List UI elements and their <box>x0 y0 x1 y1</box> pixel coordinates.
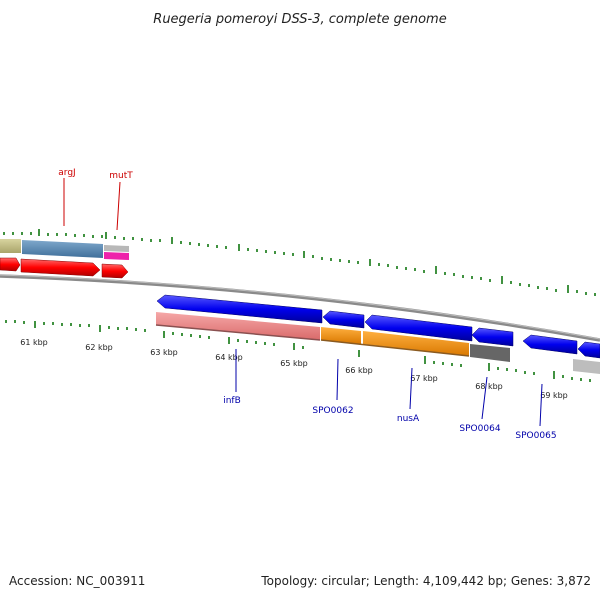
gene-label-infB[interactable]: infB <box>223 349 241 406</box>
lower-tick-row <box>5 320 591 382</box>
gene-arrow-red-1[interactable] <box>0 257 21 272</box>
gene-name-SPO0062: SPO0062 <box>312 406 353 416</box>
kbp-label-61: 61 kbp <box>20 338 48 347</box>
accession-text: Accession: NC_003911 <box>9 574 145 588</box>
gene-name-nusA: nusA <box>397 414 420 424</box>
gene-label-SPO0065[interactable]: SPO0065 <box>515 383 557 441</box>
lower-feature-blocks <box>155 312 600 374</box>
feature-block-SPO0062[interactable] <box>321 327 361 344</box>
gene-arrow-nusA[interactable] <box>364 314 473 342</box>
gene-arrow-right-edge[interactable] <box>577 341 600 359</box>
feature-block-nusA[interactable] <box>363 331 469 356</box>
gene-label-SPO0064[interactable]: SPO0064 <box>459 376 501 434</box>
genome-backbone <box>0 274 600 342</box>
gene-arrow-SPO0062[interactable] <box>322 310 365 329</box>
genome-summary-text: Topology: circular; Length: 4,109,442 bp… <box>260 574 591 588</box>
gene-name-SPO0064: SPO0064 <box>459 424 500 434</box>
gene-name-argJ: argJ <box>58 168 75 178</box>
feature-block-SPO0064[interactable] <box>470 344 510 362</box>
kbp-scale-labels: 61 kbp 62 kbp 63 kbp 64 kbp 65 kbp 66 kb… <box>20 338 568 400</box>
map-title: Ruegeria pomeroyi DSS-3, complete genome <box>153 12 446 27</box>
feature-block-infB[interactable] <box>156 312 320 340</box>
kbp-label-65: 65 kbp <box>280 359 308 368</box>
gene-block-mutT[interactable] <box>104 252 129 260</box>
upper-tick-row <box>3 229 596 296</box>
gene-arrow-SPO0064[interactable] <box>471 327 514 347</box>
gene-label-nusA[interactable]: nusA <box>397 367 420 424</box>
gene-label-mutT[interactable]: mutT <box>109 171 133 231</box>
gene-arrow-red-3[interactable] <box>101 263 129 279</box>
kbp-label-67: 67 kbp <box>410 374 438 383</box>
gene-name-SPO0065: SPO0065 <box>515 431 556 441</box>
gene-name-mutT: mutT <box>109 171 133 181</box>
gene-label-SPO0062[interactable]: SPO0062 <box>312 358 354 416</box>
kbp-label-68: 68 kbp <box>475 382 503 391</box>
gene-name-infB: infB <box>223 396 241 406</box>
gene-arrow-red-2[interactable] <box>20 258 101 277</box>
gene-block-argJ[interactable] <box>22 240 103 258</box>
kbp-label-63: 63 kbp <box>150 348 178 357</box>
kbp-label-62: 62 kbp <box>85 343 113 352</box>
genome-backbone-highlight <box>0 274 600 340</box>
feature-block-right-edge[interactable] <box>573 359 600 374</box>
upper-forward-features <box>0 239 129 260</box>
kbp-label-66: 66 kbp <box>345 366 373 375</box>
kbp-label-64: 64 kbp <box>215 353 243 362</box>
kbp-label-69: 69 kbp <box>540 391 568 400</box>
reverse-strand-genes <box>0 257 129 279</box>
gene-label-argJ[interactable]: argJ <box>58 168 76 226</box>
gene-arrow-SPO0065[interactable] <box>522 334 578 355</box>
forward-strand-genes <box>156 294 600 359</box>
gene-block-grey[interactable] <box>104 245 129 252</box>
gene-block-olive[interactable] <box>0 239 21 253</box>
gene-arrow-infB[interactable] <box>156 294 323 324</box>
